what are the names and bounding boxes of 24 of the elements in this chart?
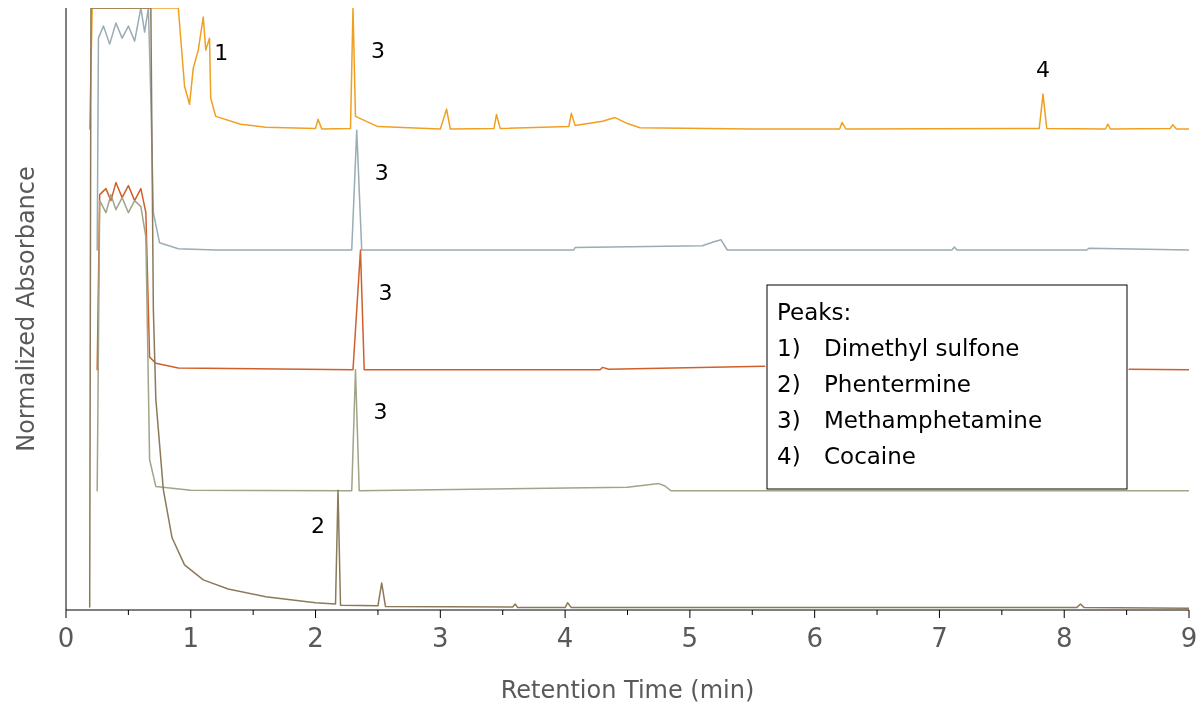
x-tick-label: 4: [556, 623, 574, 653]
x-tick-label: 3: [432, 623, 449, 653]
y-axis-title: Normalized Absorbance: [12, 166, 40, 452]
x-tick-label: 6: [806, 623, 823, 653]
x-tick-label: 0: [57, 623, 75, 653]
annotation: 3: [378, 279, 393, 305]
annotation: 1: [214, 39, 229, 65]
x-tick-label: 7: [931, 623, 948, 653]
x-tick-label: 8: [1055, 623, 1073, 653]
x-axis-title: Retention Time (min): [500, 676, 755, 704]
annotation: 3: [374, 159, 389, 185]
annotation: 1) Dimethyl sulfone: [777, 335, 1020, 361]
x-tick-label: 5: [681, 623, 699, 653]
annotation: Peaks:: [777, 299, 852, 325]
annotation: 2) Phentermine: [777, 371, 971, 397]
x-tick-label: 9: [1180, 623, 1198, 653]
annotation: 3: [373, 399, 388, 425]
x-tick-label: 1: [182, 623, 200, 653]
annotation: 2: [311, 512, 326, 538]
x-tick-label: 2: [307, 623, 324, 653]
annotation: 4) Cocaine: [777, 443, 916, 469]
annotation: 3) Methamphetamine: [777, 407, 1043, 433]
annotation: 4: [1036, 56, 1051, 82]
annotation: 3: [370, 37, 385, 63]
